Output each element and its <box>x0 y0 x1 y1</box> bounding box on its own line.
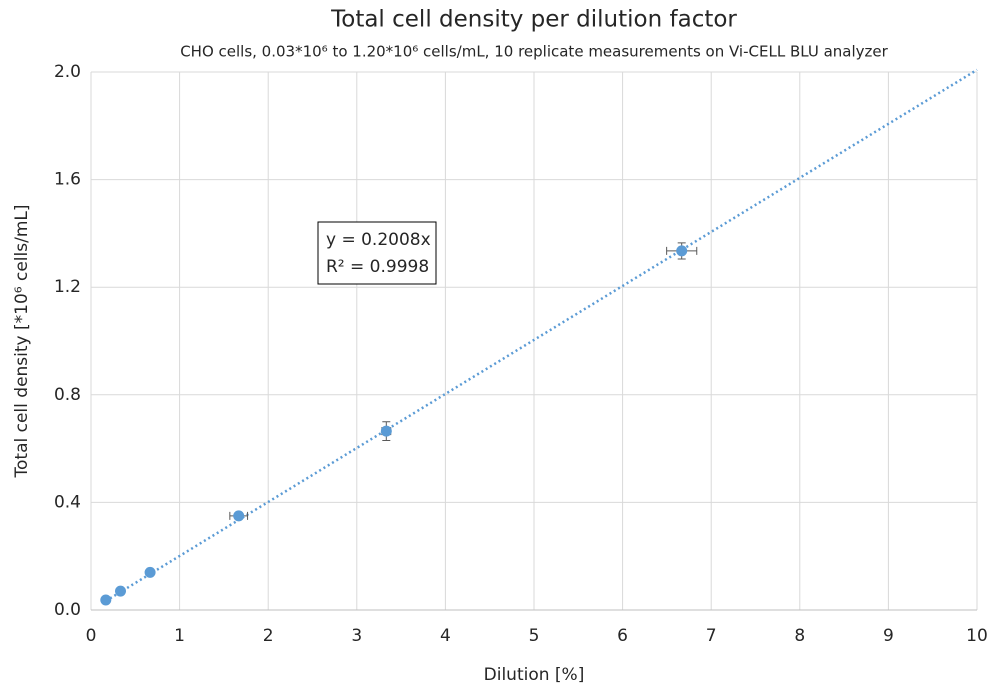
trendline <box>105 68 978 603</box>
annotation-box <box>317 221 437 285</box>
y-tick-label: 0.4 <box>54 492 81 512</box>
x-tick-label: 4 <box>440 626 451 646</box>
data-point <box>100 594 112 606</box>
x-tick-label: 8 <box>794 626 805 646</box>
x-tick-label: 9 <box>883 626 894 646</box>
data-point <box>115 585 127 597</box>
chart-title: Total cell density per dilution factor <box>330 7 737 33</box>
x-tick-label: 1 <box>174 626 185 646</box>
data-point <box>676 245 688 257</box>
y-tick-label: 1.2 <box>54 277 81 297</box>
y-tick-label: 0.0 <box>54 600 81 620</box>
x-tick-label: 6 <box>617 626 628 646</box>
y-axis-label: Total cell density [*10⁶ cells/mL] <box>12 205 32 479</box>
x-tick-label: 0 <box>86 626 97 646</box>
y-tick-label: 2.0 <box>54 62 81 82</box>
x-axis-label: Dilution [%] <box>484 665 585 685</box>
x-tick-label: 2 <box>263 626 274 646</box>
data-point <box>233 510 245 522</box>
chart-subtitle: CHO cells, 0.03*10⁶ to 1.20*10⁶ cells/mL… <box>180 43 888 61</box>
r-squared: R² = 0.9998 <box>326 257 429 277</box>
x-tick-label: 10 <box>966 626 988 646</box>
equation: y = 0.2008x <box>326 230 431 250</box>
data-point <box>144 566 156 578</box>
data-point <box>380 425 392 437</box>
y-tick-label: 0.8 <box>54 385 81 405</box>
x-tick-label: 3 <box>351 626 362 646</box>
x-tick-label: 5 <box>529 626 540 646</box>
y-tick-label: 1.6 <box>54 170 81 190</box>
x-tick-label: 7 <box>706 626 717 646</box>
